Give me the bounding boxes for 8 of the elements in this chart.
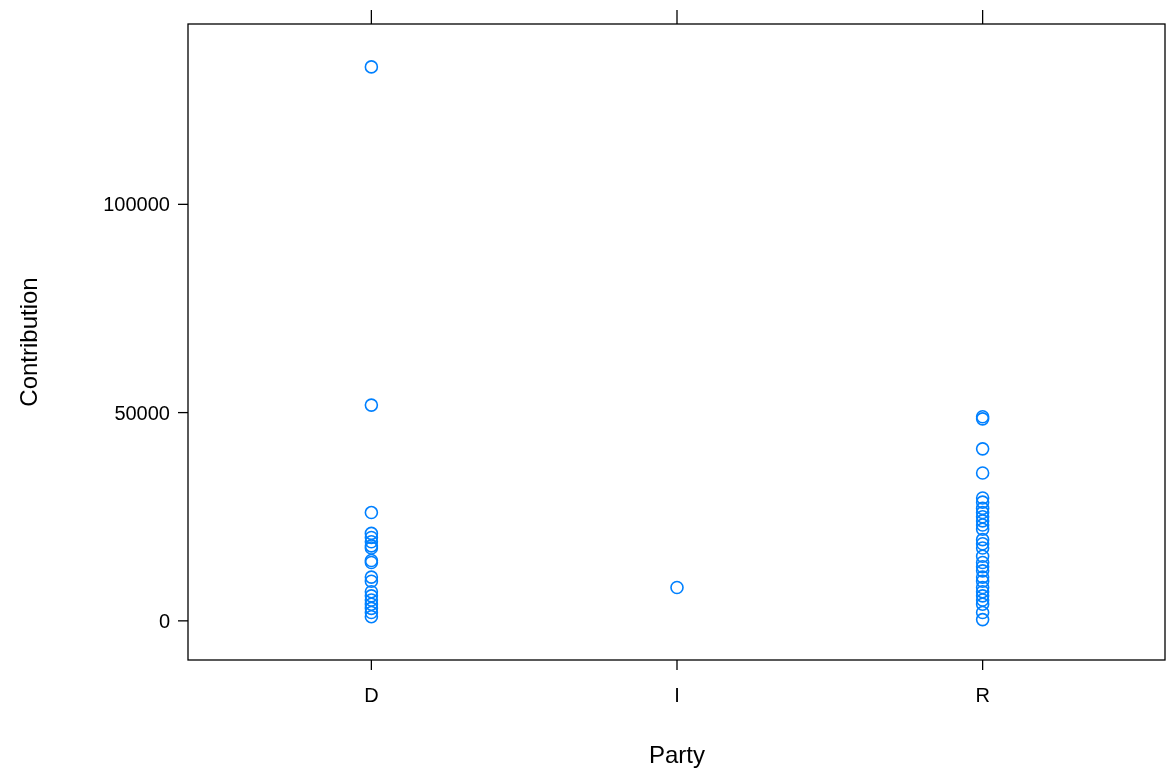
y-tick-label: 50000 <box>114 401 170 424</box>
x-tick-label: R <box>975 684 990 706</box>
x-axis-title: Party <box>648 741 706 768</box>
y-axis-title: Contribution <box>15 277 42 407</box>
x-tick-label: D <box>364 684 379 706</box>
x-tick-label: I <box>674 684 680 706</box>
y-tick-label: 0 <box>158 609 170 632</box>
y-tick-label: 100000 <box>103 193 170 216</box>
